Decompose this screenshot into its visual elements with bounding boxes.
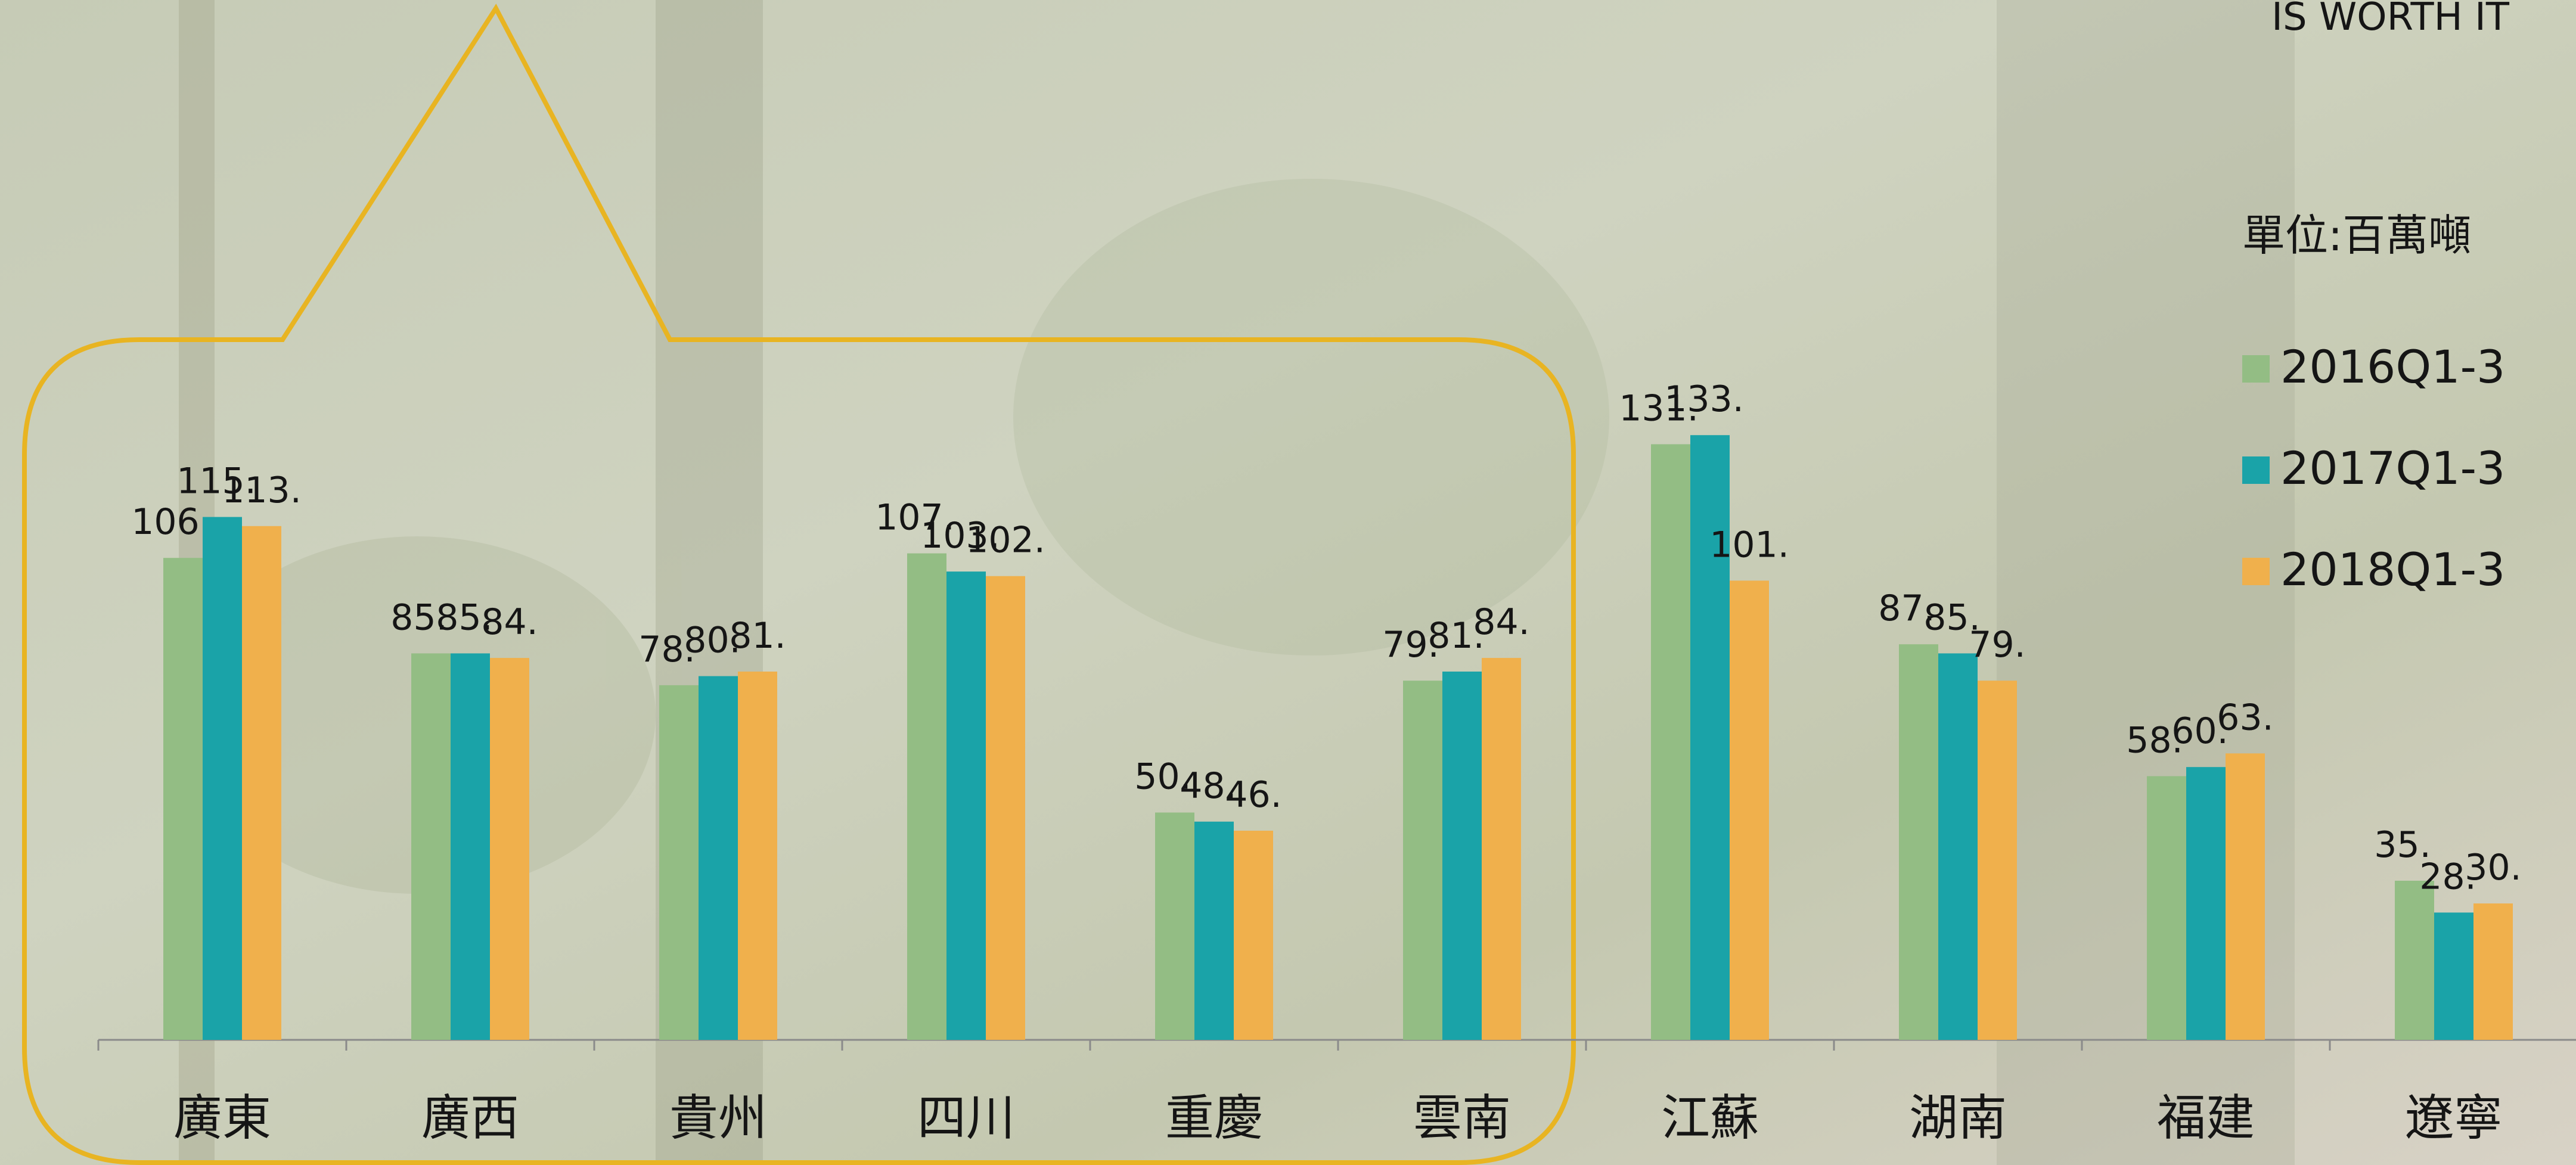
legend-label: 2018Q1-3 bbox=[2280, 543, 2505, 596]
legend-swatch bbox=[2242, 558, 2270, 585]
data-label: 133. bbox=[1664, 378, 1744, 420]
bar bbox=[738, 672, 777, 1040]
bar bbox=[242, 526, 281, 1040]
bar bbox=[490, 658, 529, 1040]
x-tick-label: 廣西 bbox=[421, 1090, 519, 1147]
x-tick-label: 湖南 bbox=[1909, 1090, 2007, 1147]
bar bbox=[2186, 767, 2226, 1040]
data-label: 84. bbox=[481, 601, 538, 643]
data-label: 84. bbox=[1473, 601, 1529, 643]
bar bbox=[1978, 681, 2017, 1040]
bar bbox=[1194, 822, 1234, 1040]
unit-label: 單位:百萬噸 bbox=[2242, 210, 2471, 260]
bar bbox=[2434, 912, 2473, 1040]
data-label: 102. bbox=[966, 520, 1045, 561]
bar bbox=[1730, 580, 1769, 1040]
bar bbox=[1482, 658, 1521, 1040]
x-tick-label: 四川 bbox=[917, 1090, 1015, 1147]
bar bbox=[659, 685, 699, 1040]
data-label: 106. bbox=[131, 501, 211, 543]
bar bbox=[1899, 644, 1938, 1040]
bar bbox=[2473, 903, 2513, 1040]
data-label: 63. bbox=[2217, 697, 2273, 738]
bar bbox=[699, 676, 738, 1040]
bar bbox=[1938, 653, 1978, 1040]
chart: IS WORTH IT 單位:百萬噸 廣東106.115.113.廣西85.85… bbox=[0, 0, 2576, 1165]
bar bbox=[203, 517, 242, 1040]
bar bbox=[163, 558, 203, 1040]
bar bbox=[411, 653, 451, 1040]
data-label: 101. bbox=[1709, 524, 1789, 566]
bar bbox=[986, 576, 1025, 1040]
data-label: 46. bbox=[1225, 774, 1281, 816]
legend-label: 2017Q1-3 bbox=[2280, 442, 2505, 495]
page: {"header_text": "IS WORTH IT", "chart_da… bbox=[0, 0, 2576, 1165]
x-tick-label: 遼寧 bbox=[2405, 1090, 2503, 1147]
bar bbox=[1155, 813, 1194, 1040]
x-tick-label: 貴州 bbox=[669, 1090, 767, 1147]
header-text: IS WORTH IT bbox=[2271, 0, 2510, 39]
x-tick-label: 重慶 bbox=[1165, 1090, 1263, 1147]
bar bbox=[2395, 881, 2434, 1040]
data-label: 81. bbox=[729, 615, 786, 657]
legend-label: 2016Q1-3 bbox=[2280, 340, 2505, 393]
bar bbox=[907, 554, 946, 1040]
bar bbox=[451, 653, 490, 1040]
bar bbox=[1234, 831, 1273, 1040]
bar bbox=[2226, 753, 2265, 1040]
bar bbox=[946, 571, 986, 1040]
bar bbox=[1442, 672, 1482, 1040]
x-tick-label: 雲南 bbox=[1413, 1090, 1511, 1147]
x-tick-label: 江蘇 bbox=[1661, 1090, 1759, 1147]
legend-swatch bbox=[2242, 355, 2270, 383]
bar bbox=[1651, 444, 1690, 1040]
bar bbox=[1403, 681, 1442, 1040]
x-tick-label: 廣東 bbox=[173, 1090, 271, 1147]
data-label: 30. bbox=[2465, 847, 2521, 888]
bar bbox=[2147, 776, 2186, 1040]
data-label: 79. bbox=[1969, 624, 2025, 666]
data-label: 113. bbox=[222, 470, 302, 511]
x-tick-label: 福建 bbox=[2157, 1090, 2255, 1147]
legend-swatch bbox=[2242, 456, 2270, 484]
